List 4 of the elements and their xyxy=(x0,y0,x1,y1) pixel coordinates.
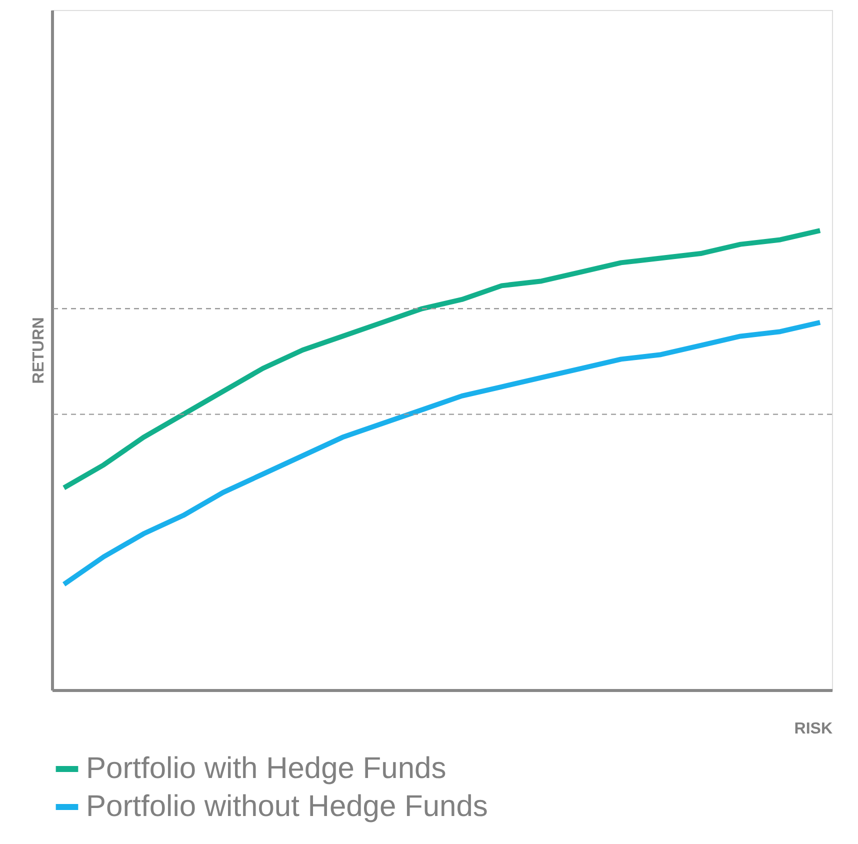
y-axis-title: RETURN xyxy=(30,317,48,384)
legend-label: Portfolio without Hedge Funds xyxy=(86,790,488,823)
legend-label: Portfolio with Hedge Funds xyxy=(86,752,446,785)
x-axis-title: RISK xyxy=(794,720,833,738)
